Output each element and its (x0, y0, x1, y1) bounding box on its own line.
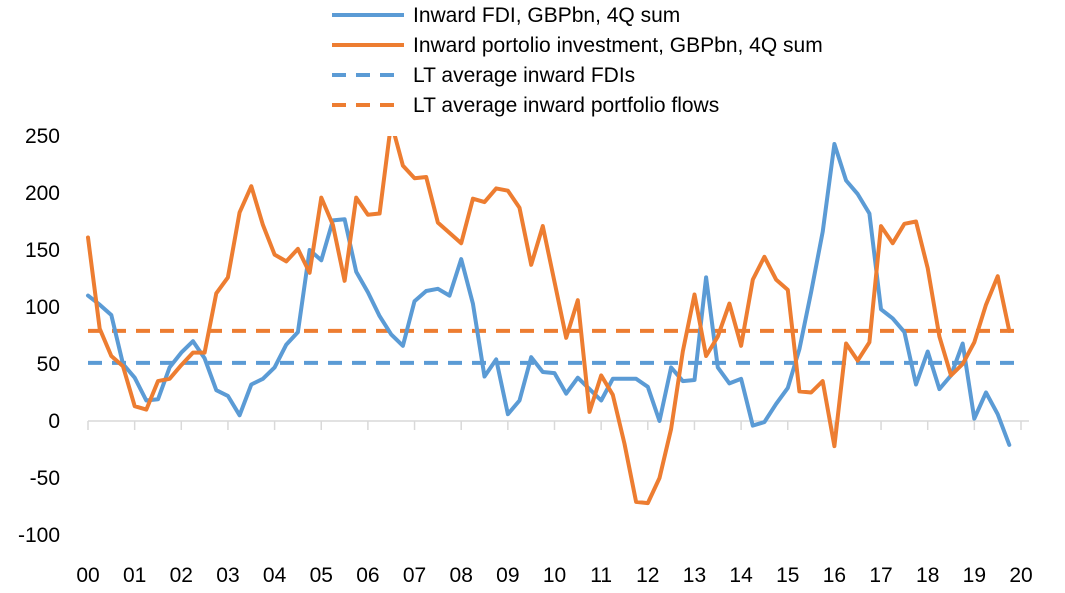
series-line-inward-fdi-gbpbn-4q-sum (86, 142, 1012, 447)
y-axis-ticks: 250 200 150 100 50 0 -50 -100 (18, 125, 60, 547)
x-tick-label: 16 (823, 564, 846, 587)
series-line-inward-portolio-investment-gbpbn-4q-sum (86, 136, 1012, 506)
x-tick-label: 15 (776, 564, 799, 587)
x-tick-label: 06 (356, 564, 379, 587)
legend-label-lt-portfolio: LT average inward portfolio flows (413, 94, 719, 117)
y-tick-label: 50 (37, 353, 60, 376)
legend-item-portfolio: Inward portolio investment, GBPbn, 4Q su… (332, 34, 823, 57)
x-tick-label: 08 (450, 564, 473, 587)
legend-label-fdi: Inward FDI, GBPbn, 4Q sum (413, 4, 680, 27)
legend: Inward FDI, GBPbn, 4Q sum Inward portoli… (332, 4, 823, 117)
x-tick-label: 18 (916, 564, 939, 587)
x-tick-label: 09 (496, 564, 519, 587)
x-tick-label: 19 (963, 564, 986, 587)
legend-item-fdi: Inward FDI, GBPbn, 4Q sum (332, 4, 680, 27)
x-tick-label: 12 (636, 564, 659, 587)
x-axis: 00 01 02 03 04 05 06 07 08 09 10 11 12 13 14 15 16 17 18 19… (76, 420, 1033, 587)
x-tick-label: 14 (729, 564, 753, 587)
x-tick-label: 03 (216, 564, 239, 587)
x-tick-label: 13 (683, 564, 706, 587)
x-tick-label: 05 (310, 564, 333, 587)
y-tick-label: 0 (48, 410, 60, 433)
y-tick-label: 150 (25, 239, 60, 262)
x-tick-label: 10 (543, 564, 566, 587)
x-tick-label: 01 (123, 564, 146, 587)
legend-item-lt-fdi: LT average inward FDIs (332, 64, 635, 87)
y-tick-label: 200 (25, 182, 60, 205)
x-tick-label: 17 (869, 564, 892, 587)
y-tick-label: -50 (30, 467, 60, 490)
y-tick-label: 250 (25, 125, 60, 148)
y-tick-label: 100 (25, 296, 60, 319)
x-tick-label: 02 (170, 564, 193, 587)
x-tick-label: 04 (263, 564, 287, 587)
series-layer (86, 136, 1021, 506)
y-tick-label: -100 (18, 524, 60, 547)
legend-label-portfolio: Inward portolio investment, GBPbn, 4Q su… (413, 34, 823, 57)
legend-item-lt-portfolio: LT average inward portfolio flows (332, 94, 719, 117)
x-tick-label: 00 (76, 564, 99, 587)
legend-label-lt-fdi: LT average inward FDIs (413, 64, 635, 87)
x-tick-label: 11 (590, 564, 612, 587)
x-tick-label: 20 (1009, 564, 1032, 587)
x-tick-label: 07 (403, 564, 426, 587)
